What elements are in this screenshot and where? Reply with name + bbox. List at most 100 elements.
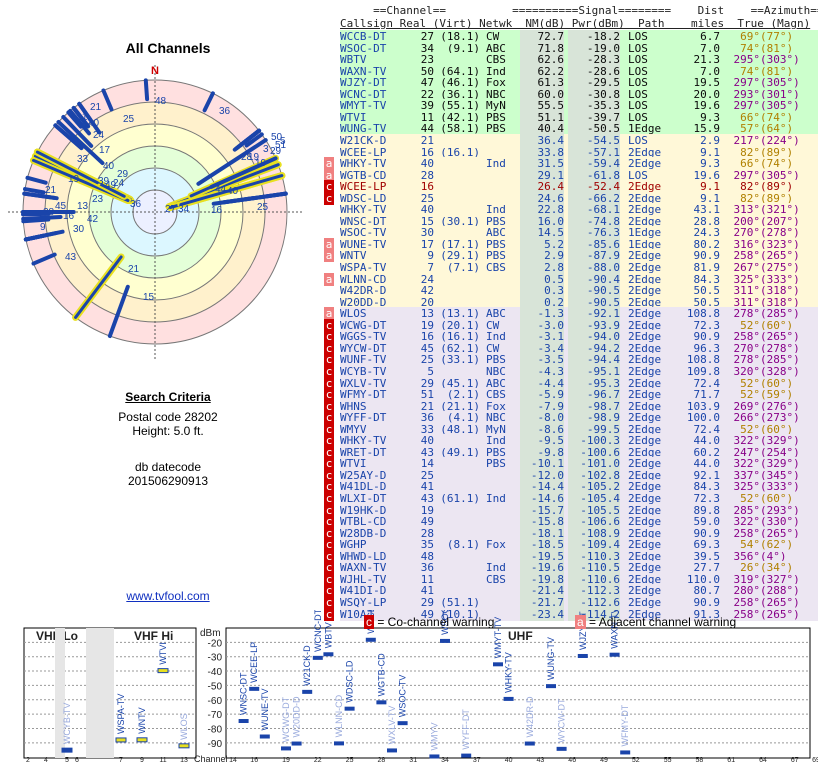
dbm-tick: -50 xyxy=(208,681,223,692)
vhf-tick: 11 xyxy=(159,757,166,764)
azimuth-label: 11 xyxy=(77,112,88,123)
uhf-tick: 25 xyxy=(346,757,354,764)
azimuth-label: 16 xyxy=(63,211,75,222)
uhf-tick: 22 xyxy=(314,757,322,764)
uhf-tick: 37 xyxy=(473,757,481,764)
signal-bar xyxy=(345,707,355,711)
bar-label: WLNN-CD xyxy=(334,694,344,737)
azimuth-label: 30 xyxy=(73,224,85,235)
table-header-2: Callsign Real (Virt) Netwk NM(dB) Pwr(dB… xyxy=(340,17,818,30)
azimuth-label: 28 xyxy=(43,207,55,218)
signal-bar xyxy=(504,697,514,701)
adjacent-legend: a = Adjacent channel warning xyxy=(575,615,736,629)
bar-label: WDSC-LD xyxy=(345,660,355,702)
bar-label: WTVI xyxy=(158,642,168,665)
uhf-tick: 14 xyxy=(229,757,237,764)
north-letter: N xyxy=(151,65,159,77)
uhf-label: UHF xyxy=(508,629,533,643)
uhf-tick: 61 xyxy=(727,757,735,764)
bar-label: WMYV xyxy=(429,722,439,750)
signal-bar xyxy=(249,687,259,691)
azimuth-label: 36 xyxy=(219,106,231,117)
uhf-tick: 49 xyxy=(600,757,608,764)
bar-label: WNSC-DT xyxy=(239,672,249,715)
dbm-tick: -30 xyxy=(208,653,223,664)
signal-bar xyxy=(376,700,386,704)
vhf-tick: 6 xyxy=(75,757,79,764)
azimuth-label: 3 xyxy=(263,144,269,155)
azimuth-label: 33 xyxy=(77,154,89,165)
datecode-value: 201506290913 xyxy=(0,474,336,488)
bar-label: W20DD-D xyxy=(292,696,302,738)
vhf-tick: 13 xyxy=(180,757,188,764)
bar-label: WUNE-TV xyxy=(260,689,270,731)
azimuth-label: 16 xyxy=(211,205,223,216)
uhf-tick: 55 xyxy=(664,757,672,764)
uhf-tick: 58 xyxy=(696,757,704,764)
adjacent-warning: a xyxy=(324,249,334,262)
azimuth-label: 25 xyxy=(123,114,135,125)
uhf-tick: 67 xyxy=(791,757,799,764)
bar-label: WSOC-TV xyxy=(398,675,408,718)
bar-label: WFMY-DT xyxy=(620,704,630,746)
chart-title: All Channels xyxy=(0,40,336,56)
signal-bar xyxy=(281,746,291,750)
search-criteria-title: Search Criteria xyxy=(0,390,336,404)
azimuth-label: 40 xyxy=(103,161,115,172)
bar-label: WMYT-TV xyxy=(493,617,503,659)
azimuth-label: 42 xyxy=(87,214,99,225)
bar-label: WYFF-DT xyxy=(461,709,471,750)
signal-bar xyxy=(620,750,630,754)
bar-label: WNTV xyxy=(137,707,147,734)
signal-bar xyxy=(546,684,556,688)
cochannel-marker: c xyxy=(364,615,374,629)
azimuth-label: 17 xyxy=(99,145,111,156)
vhf-tick: 7 xyxy=(119,757,123,764)
signal-bar xyxy=(557,747,567,751)
bar-label: W21CK-D xyxy=(302,645,312,686)
bar-label: WLOS xyxy=(179,713,189,740)
uhf-tick: 46 xyxy=(568,757,576,764)
azimuth-label: 24 xyxy=(93,130,105,141)
bar-label: WCYB-TV xyxy=(62,703,72,745)
signal-bar xyxy=(387,748,397,752)
azimuth-label: 19 xyxy=(68,174,80,185)
signal-bar xyxy=(62,748,72,752)
bar-label: WCWG-DT xyxy=(281,696,291,742)
tvfool-link[interactable]: www.tvfool.com xyxy=(0,589,336,603)
azimuth-label: 29 xyxy=(270,146,282,157)
azimuth-label: 21 xyxy=(45,185,57,196)
bar-label: WXLV-TV xyxy=(387,706,397,745)
signal-bar xyxy=(525,742,535,746)
uhf-tick: 19 xyxy=(282,757,290,764)
dbm-tick: -60 xyxy=(208,696,223,707)
signal-bar xyxy=(461,754,471,758)
uhf-tick: 52 xyxy=(632,757,640,764)
azimuth-label: 4 xyxy=(75,138,81,149)
vhf-tick: 2 xyxy=(26,757,30,764)
dbm-tick: -40 xyxy=(208,667,223,678)
cochannel-legend: c = Co-channel warning xyxy=(364,615,494,629)
signal-bar xyxy=(610,653,620,657)
azimuth-label: 21 xyxy=(128,264,140,275)
uhf-tick: 64 xyxy=(759,757,767,764)
cochannel-text: = Co-channel warning xyxy=(374,615,494,629)
antenna-height: Height: 5.0 ft. xyxy=(0,424,336,438)
bar-label: W42DR-D xyxy=(525,696,535,738)
azimuth-label: 36 xyxy=(130,199,142,210)
azimuth-label: 49 xyxy=(105,180,117,191)
bar-label: WGTB-CD xyxy=(376,653,386,696)
azimuth-label: 48 xyxy=(155,96,167,107)
uhf-tick: 43 xyxy=(537,757,545,764)
bar-label: WCEE-LP xyxy=(249,642,259,683)
signal-bar xyxy=(137,738,147,742)
signal-bar xyxy=(366,638,376,642)
signal-bar xyxy=(179,744,189,748)
signal-bar xyxy=(313,656,323,660)
signal-bar xyxy=(260,735,270,739)
dbm-label: dBm xyxy=(200,628,221,639)
uhf-tick: 40 xyxy=(505,757,513,764)
adjacent-marker: a xyxy=(575,615,586,629)
dbm-tick: -70 xyxy=(208,710,223,721)
